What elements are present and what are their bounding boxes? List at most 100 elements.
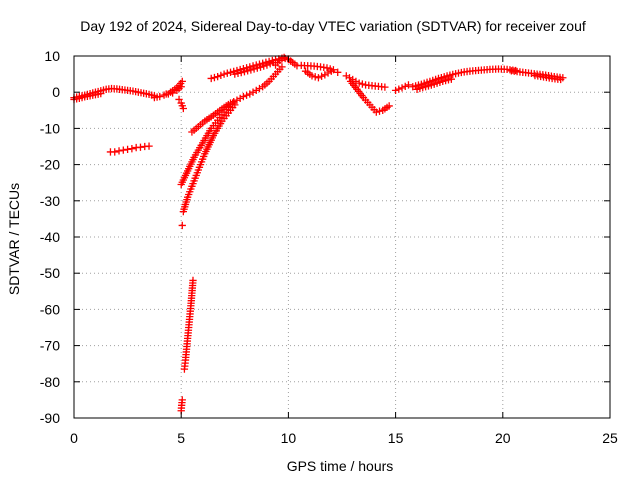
- data-point: [178, 102, 186, 110]
- data-point: [444, 76, 453, 84]
- series-track-steep-line: [180, 276, 197, 373]
- data-point: [230, 97, 238, 106]
- data-point: [323, 64, 331, 72]
- y-axis-label: SDTVAR / TECUs: [6, 183, 22, 295]
- data-point: [207, 74, 215, 83]
- data-point: [189, 276, 197, 285]
- y-tick-label: 0: [52, 84, 60, 100]
- data-point: [255, 60, 264, 68]
- data-point: [99, 86, 108, 94]
- data-point: [419, 83, 427, 92]
- data-point: [178, 77, 186, 85]
- data-point: [263, 61, 271, 69]
- data-point: [430, 80, 438, 88]
- data-point: [426, 77, 434, 85]
- data-point: [311, 73, 319, 81]
- data-point: [252, 61, 260, 69]
- data-point: [437, 73, 445, 82]
- data-point: [234, 69, 242, 78]
- data-point: [398, 84, 406, 92]
- marks-layer: [70, 53, 567, 415]
- data-point: [424, 82, 433, 90]
- data-point: [409, 83, 417, 91]
- data-point: [194, 166, 203, 174]
- data-point: [145, 142, 153, 150]
- data-point: [372, 108, 380, 116]
- data-point: [250, 65, 258, 73]
- x-tick-label: 0: [70, 430, 78, 446]
- series-track-around-5h: [162, 77, 186, 98]
- data-point: [217, 71, 225, 80]
- data-point: [136, 143, 145, 151]
- series-track-peak-10h: [271, 53, 301, 70]
- data-point: [441, 76, 450, 85]
- data-point: [189, 179, 197, 188]
- data-point: [237, 69, 245, 77]
- data-point: [446, 71, 454, 79]
- data-point: [381, 83, 389, 91]
- y-tick-label: -40: [40, 229, 60, 245]
- data-point: [178, 396, 186, 404]
- series-track-evening-lower: [531, 71, 565, 84]
- data-point: [223, 69, 231, 77]
- data-point: [242, 91, 251, 99]
- data-point: [231, 70, 239, 78]
- data-point: [395, 85, 403, 93]
- data-point: [334, 68, 342, 76]
- data-point: [188, 182, 196, 190]
- data-point: [404, 81, 413, 89]
- data-point: [433, 79, 441, 87]
- data-point: [413, 85, 421, 93]
- series-track-deep-drop: [177, 396, 186, 415]
- y-tick-label: -50: [40, 265, 60, 281]
- data-point: [239, 92, 248, 101]
- data-point: [187, 185, 195, 193]
- data-point: [190, 177, 198, 185]
- data-point: [185, 190, 193, 199]
- data-point: [375, 107, 384, 115]
- data-point: [198, 155, 207, 163]
- data-point: [317, 72, 326, 80]
- series-track-dip-14h: [346, 77, 393, 116]
- data-point: [447, 75, 455, 83]
- series-track-recovery-a: [177, 99, 237, 189]
- tick-layer: 0 5 10 15 20 25 10 0 -10 -20 -30 -40 -50 -60 -70 -80 -90: [40, 48, 618, 446]
- data-point: [162, 90, 170, 98]
- data-point: [416, 84, 424, 93]
- data-point: [220, 70, 228, 78]
- data-point: [200, 152, 208, 161]
- x-tick-label: 25: [602, 430, 618, 446]
- series-track-short-15h: [391, 81, 413, 95]
- data-point: [443, 72, 451, 80]
- data-point: [449, 70, 457, 79]
- data-point: [231, 101, 239, 109]
- series-track-minus16: [106, 142, 153, 156]
- data-point: [239, 65, 248, 73]
- data-point: [178, 221, 186, 230]
- series-track-recovery-c: [188, 63, 286, 136]
- series-track-plateau-lower: [301, 67, 335, 82]
- data-point: [427, 81, 435, 89]
- y-tick-label: -10: [40, 120, 60, 136]
- data-point: [266, 60, 274, 68]
- data-point: [242, 64, 251, 72]
- data-point: [260, 62, 268, 70]
- data-point: [191, 174, 199, 182]
- y-tick-label: -30: [40, 193, 60, 209]
- data-point: [429, 76, 437, 85]
- data-point: [179, 104, 187, 113]
- x-axis-label: GPS time / hours: [287, 458, 394, 474]
- data-point: [213, 72, 222, 81]
- data-point: [385, 102, 393, 110]
- data-point: [262, 58, 270, 66]
- data-point: [193, 169, 201, 177]
- data-point: [247, 66, 255, 74]
- x-tick-label: 20: [495, 430, 511, 446]
- data-point: [177, 99, 185, 107]
- data-point: [156, 92, 164, 101]
- data-point: [145, 90, 153, 99]
- data-point: [391, 86, 400, 95]
- data-point: [240, 68, 249, 76]
- data-point: [192, 171, 200, 180]
